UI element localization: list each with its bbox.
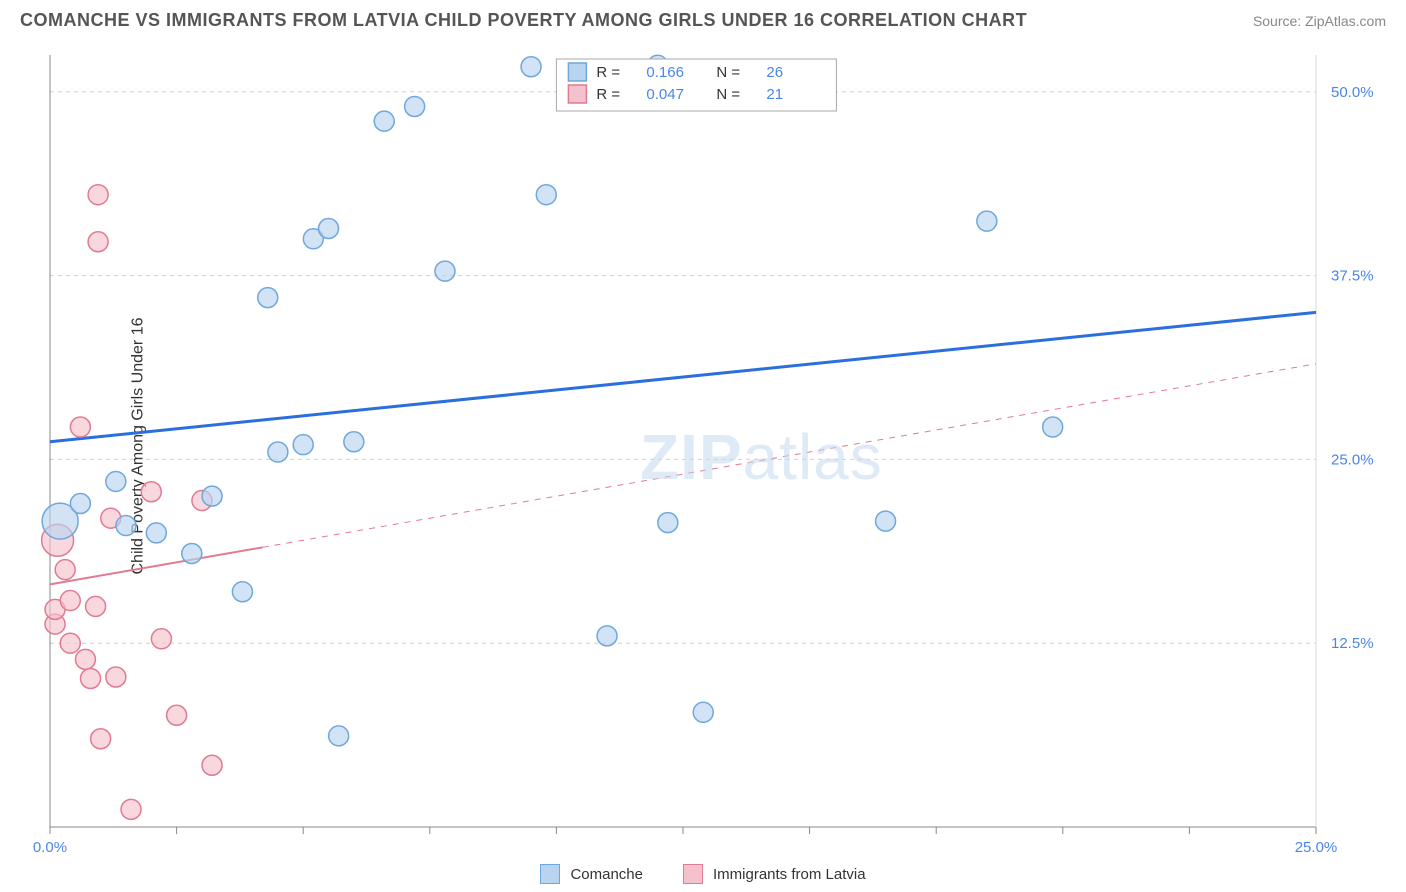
data-point [116, 516, 136, 536]
legend-swatch-blue [540, 864, 560, 884]
data-point [232, 582, 252, 602]
data-point [81, 668, 101, 688]
data-point [106, 471, 126, 491]
y-tick-label: 50.0% [1331, 84, 1374, 101]
data-point [536, 185, 556, 205]
data-point [106, 667, 126, 687]
data-point [374, 111, 394, 131]
data-point [319, 219, 339, 239]
data-point [268, 442, 288, 462]
data-point [1043, 417, 1063, 437]
data-point [60, 591, 80, 611]
source-attribution: Source: ZipAtlas.com [1253, 13, 1386, 29]
scatter-chart: 12.5%25.0%37.5%50.0%0.0%25.0%R =0.166N =… [50, 55, 1316, 827]
data-point [141, 482, 161, 502]
legend-item-latvia: Immigrants from Latvia [683, 864, 866, 884]
data-point [521, 57, 541, 77]
bottom-legend: Comanche Immigrants from Latvia [0, 864, 1406, 884]
page-title: COMANCHE VS IMMIGRANTS FROM LATVIA CHILD… [20, 10, 1027, 31]
svg-text:26: 26 [766, 64, 783, 81]
svg-text:R =: R = [596, 64, 620, 81]
y-tick-label: 37.5% [1331, 268, 1374, 285]
data-point [88, 232, 108, 252]
data-point [435, 261, 455, 281]
data-point [91, 729, 111, 749]
data-point [693, 702, 713, 722]
data-point [167, 705, 187, 725]
svg-text:0.166: 0.166 [646, 64, 684, 81]
data-point [658, 513, 678, 533]
data-point [75, 649, 95, 669]
svg-text:R =: R = [596, 86, 620, 103]
data-point [202, 486, 222, 506]
svg-text:0.047: 0.047 [646, 86, 684, 103]
data-point [182, 543, 202, 563]
x-tick-label: 25.0% [1295, 839, 1338, 856]
data-point [597, 626, 617, 646]
y-tick-label: 12.5% [1331, 635, 1374, 652]
data-point [344, 432, 364, 452]
data-point [876, 511, 896, 531]
data-point [60, 633, 80, 653]
data-point [70, 493, 90, 513]
data-point [88, 185, 108, 205]
legend-label: Comanche [570, 866, 643, 883]
data-point [202, 755, 222, 775]
data-point [86, 596, 106, 616]
svg-text:N =: N = [716, 86, 740, 103]
data-point [258, 288, 278, 308]
data-point [293, 435, 313, 455]
data-point [70, 417, 90, 437]
data-point [405, 96, 425, 116]
legend-label: Immigrants from Latvia [713, 866, 866, 883]
legend-swatch-pink [683, 864, 703, 884]
legend-item-comanche: Comanche [540, 864, 643, 884]
svg-text:N =: N = [716, 64, 740, 81]
data-point [121, 799, 141, 819]
chart-area: 12.5%25.0%37.5%50.0%0.0%25.0%R =0.166N =… [50, 55, 1316, 827]
x-tick-label: 0.0% [33, 839, 67, 856]
data-point [146, 523, 166, 543]
data-point [329, 726, 349, 746]
svg-text:21: 21 [766, 86, 783, 103]
data-point [977, 211, 997, 231]
data-point [151, 629, 171, 649]
y-tick-label: 25.0% [1331, 451, 1374, 468]
data-point [55, 560, 75, 580]
